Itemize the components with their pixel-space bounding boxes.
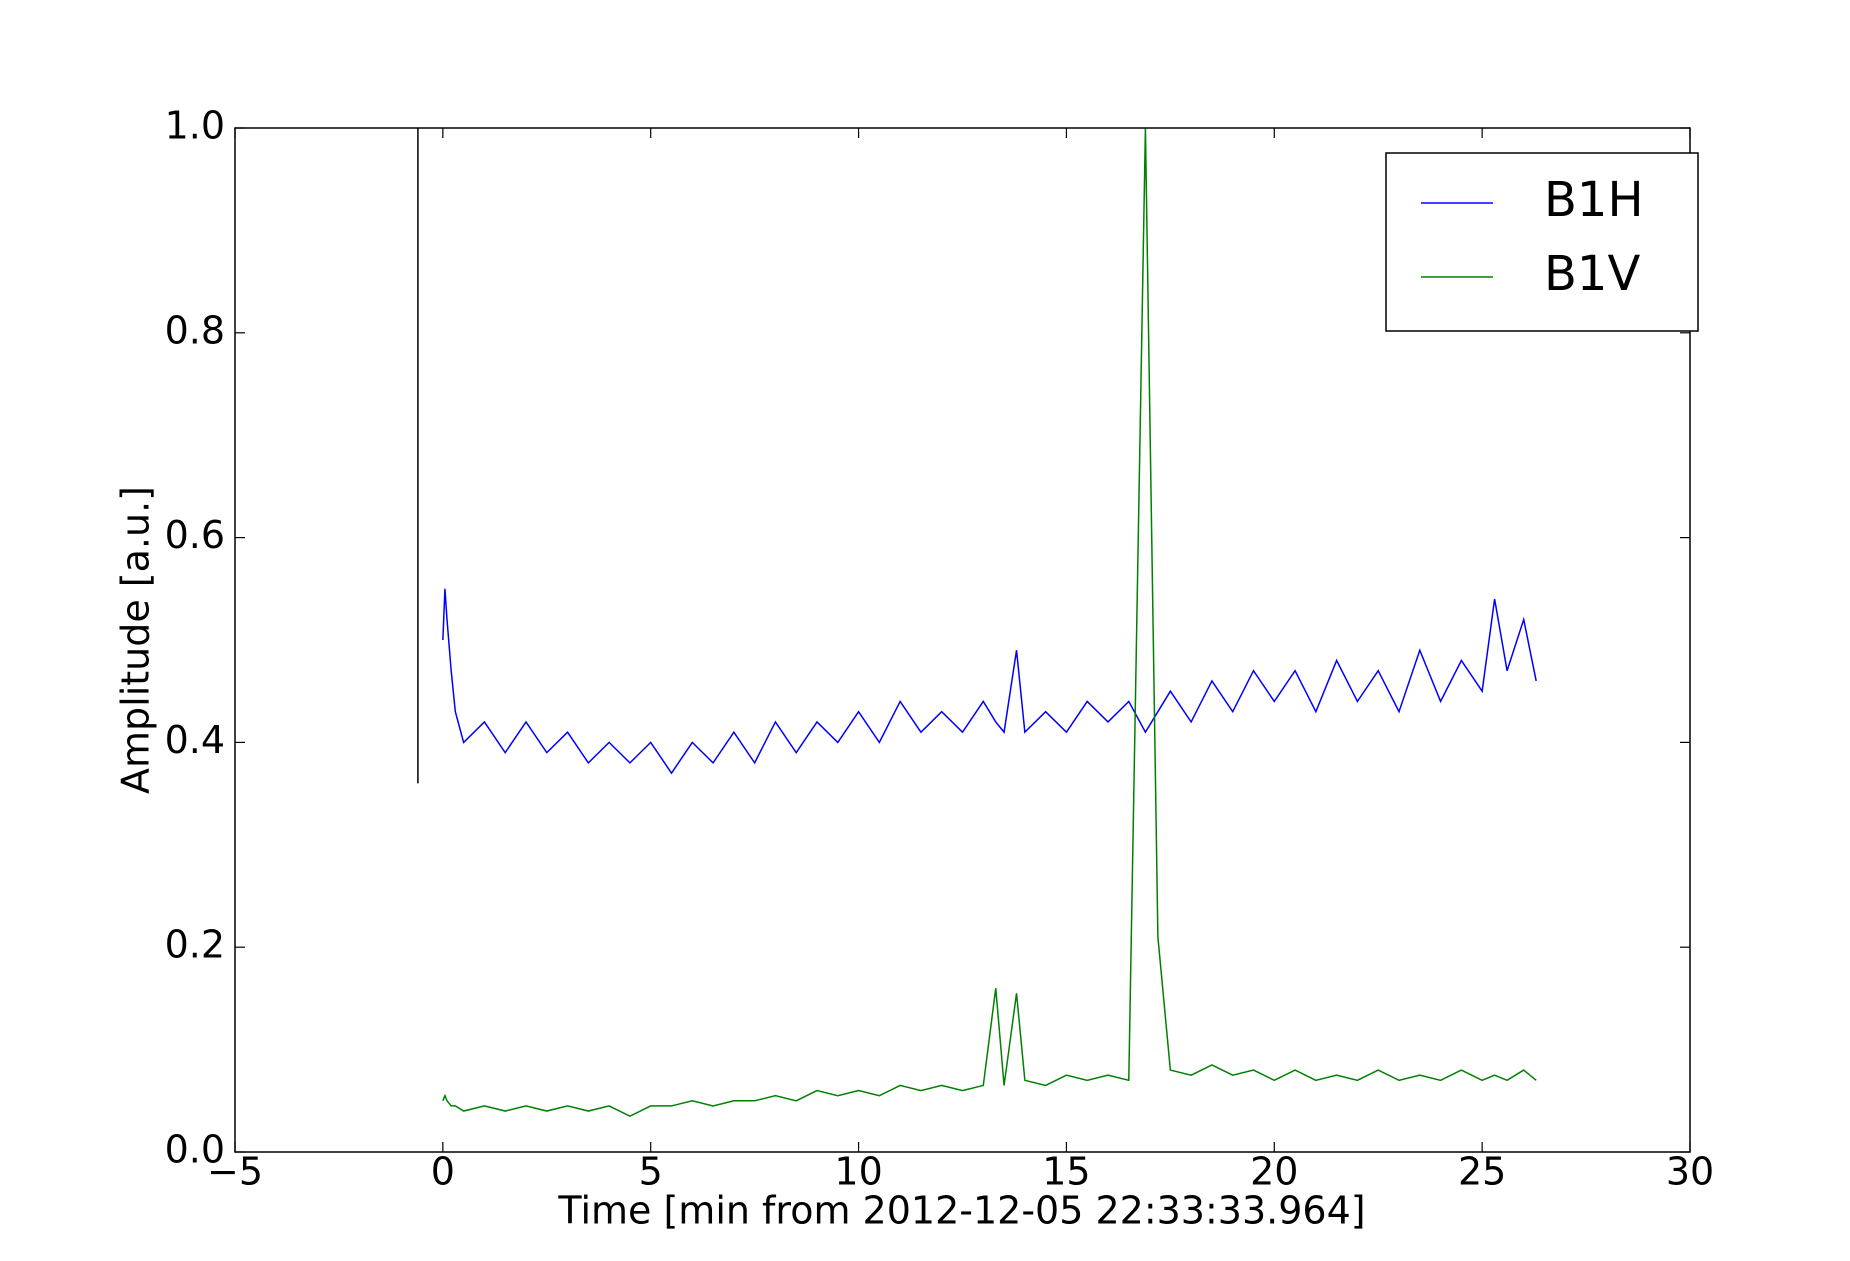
plot-frame — [234, 127, 1691, 1153]
x-tick-label: 10 — [834, 1150, 882, 1194]
x-tick-label: −5 — [207, 1150, 263, 1194]
y-tick-label: 0.0 — [165, 1128, 225, 1172]
legend-box — [1385, 152, 1699, 332]
legend-label: B1H — [1544, 172, 1644, 228]
x-tick-label: 5 — [639, 1150, 663, 1194]
y-tick-label: 0.8 — [165, 308, 225, 352]
x-tick-label: 25 — [1458, 1150, 1506, 1194]
x-tick-label: 15 — [1042, 1150, 1090, 1194]
x-axis-label: Time [min from 2012-12-05 22:33:33.964] — [557, 1189, 1365, 1233]
legend-label: B1V — [1544, 246, 1640, 302]
x-tick-label: 20 — [1250, 1150, 1298, 1194]
x-tick-label: 0 — [431, 1150, 455, 1194]
data-line — [442, 127, 1537, 1117]
x-tick-label: 30 — [1666, 1150, 1714, 1194]
y-tick-label: 0.6 — [165, 513, 225, 557]
y-tick-label: 1.0 — [165, 104, 225, 148]
y-tick-label: 0.2 — [165, 923, 225, 967]
y-axis-label: Amplitude [a.u.] — [114, 486, 158, 794]
data-line — [442, 588, 1537, 775]
y-tick-label: 0.4 — [165, 718, 225, 762]
